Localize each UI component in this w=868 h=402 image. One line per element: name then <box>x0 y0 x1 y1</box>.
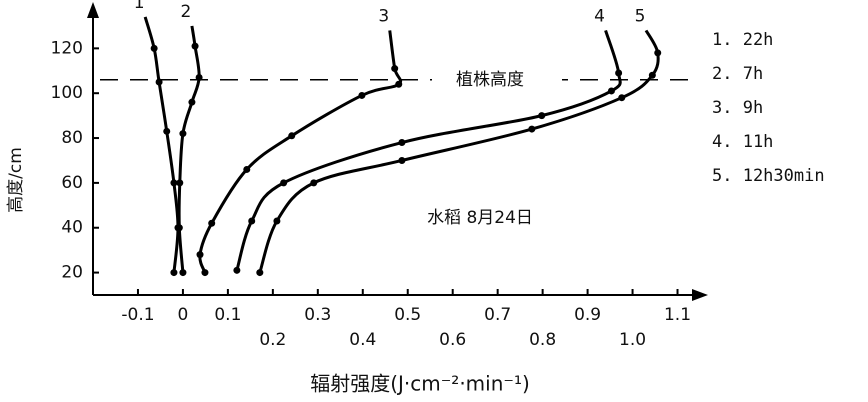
data-point <box>179 130 187 138</box>
data-point <box>170 269 178 277</box>
series-line <box>177 25 201 273</box>
data-point <box>280 179 288 187</box>
legend-entry: 3. 9h <box>712 98 763 118</box>
x-tick-label: 0.2 <box>259 330 286 350</box>
x-tick-label: 0.9 <box>574 305 601 325</box>
data-point <box>201 269 209 277</box>
data-point <box>395 80 403 88</box>
x-tick-label: 0.8 <box>529 330 556 350</box>
x-tick-label: 0.1 <box>214 305 241 325</box>
data-point <box>398 156 406 164</box>
data-point <box>188 98 196 106</box>
legend-entry: 2. 7h <box>712 64 763 84</box>
data-point <box>398 139 406 147</box>
data-point <box>196 251 204 259</box>
data-point <box>208 219 216 227</box>
data-point <box>176 179 184 187</box>
reference-label: 植株高度 <box>456 70 524 90</box>
x-tick-label: 0.3 <box>304 305 331 325</box>
y-axis-label: 高度/cm <box>6 147 26 213</box>
curve-label: 1 <box>134 0 145 13</box>
y-tick-label: 100 <box>51 83 83 103</box>
x-tick-label: 1.1 <box>664 305 691 325</box>
curve-label: 5 <box>635 6 646 26</box>
data-point <box>358 91 366 99</box>
data-point <box>248 217 256 225</box>
data-point <box>391 65 399 73</box>
x-tick-label: -0.1 <box>121 305 154 325</box>
curve-label: 3 <box>378 6 389 26</box>
data-point <box>175 224 183 232</box>
data-point <box>273 217 281 225</box>
reference-label-bg <box>432 66 562 91</box>
x-arrow <box>692 289 708 301</box>
x-tick-label: 0.5 <box>394 305 421 325</box>
x-tick-label: 0 <box>178 305 189 325</box>
annotation: 水稻 8月24日 <box>427 208 533 228</box>
x-tick-label: 1.0 <box>619 330 646 350</box>
data-point <box>233 266 241 274</box>
data-point <box>310 179 318 187</box>
data-point <box>538 112 546 120</box>
data-point <box>654 49 662 57</box>
data-point <box>163 127 171 135</box>
data-point <box>288 132 296 140</box>
series-line <box>258 29 660 274</box>
data-point <box>607 87 615 95</box>
y-tick-label: 120 <box>51 38 83 58</box>
x-tick-label: 0.6 <box>439 330 466 350</box>
curve-label: 4 <box>594 6 605 26</box>
legend-entry: 4. 11h <box>712 132 773 152</box>
data-point <box>618 94 626 102</box>
data-point <box>615 69 623 77</box>
x-tick-label: 0.4 <box>349 330 376 350</box>
x-axis-label: 辐射强度(J·cm⁻²·min⁻¹) <box>310 372 530 396</box>
y-tick-label: 60 <box>61 173 83 193</box>
y-tick-label: 40 <box>61 218 83 238</box>
data-point <box>155 78 163 86</box>
curve-label: 2 <box>181 2 192 22</box>
y-tick-label: 20 <box>61 263 83 283</box>
data-point <box>648 71 656 79</box>
data-point <box>150 44 158 52</box>
data-point <box>256 269 264 277</box>
legend-entry: 1. 22h <box>712 30 773 50</box>
data-point <box>170 179 178 187</box>
data-point <box>179 269 187 277</box>
y-arrow <box>87 2 99 18</box>
series-line <box>143 16 180 273</box>
data-point <box>195 74 203 82</box>
data-point <box>528 125 536 133</box>
series-line <box>235 29 622 271</box>
y-tick-label: 80 <box>61 128 83 148</box>
x-tick-label: 0.7 <box>484 305 511 325</box>
data-point <box>191 42 199 50</box>
data-point <box>243 165 251 173</box>
legend-entry: 5. 12h30min <box>712 166 825 186</box>
